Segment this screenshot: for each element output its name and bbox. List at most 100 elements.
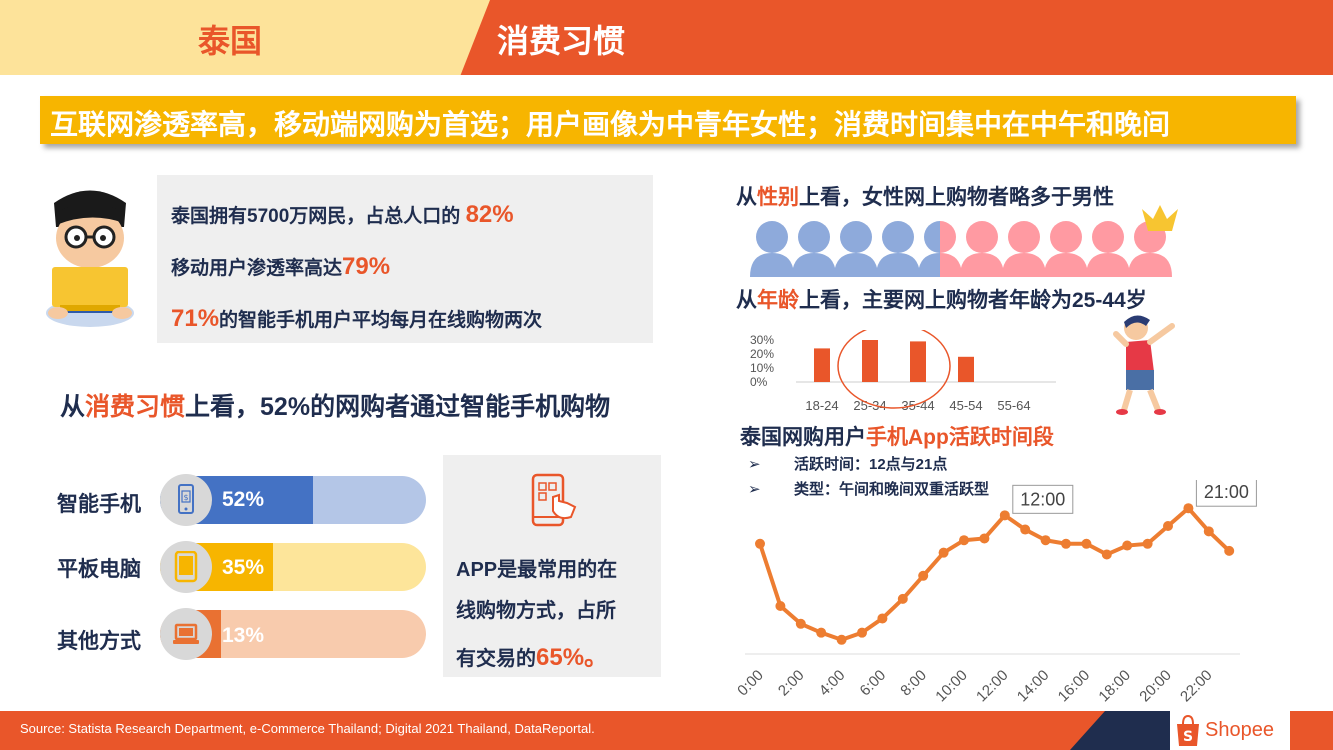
gender-people-icons (750, 205, 1178, 277)
active-point (1163, 521, 1173, 531)
time-x-tick: 12:00 (973, 667, 1012, 706)
active-line (758, 506, 1231, 642)
active-point (795, 618, 806, 629)
summary-banner: 互联网渗透率高，移动端网购为首选；用户画像为中青年女性；消费时间集中在中午和晚间 (40, 96, 1296, 144)
person-body (1086, 253, 1130, 277)
tablet-icon-badge (160, 541, 212, 593)
tablet-icon (174, 551, 198, 583)
active-point (959, 535, 969, 546)
person-body (960, 253, 1004, 277)
active-point (775, 601, 786, 611)
person-head (840, 221, 872, 253)
crown-icon (1142, 205, 1178, 231)
age-x-tick: 45-54 (949, 398, 982, 413)
person-body (918, 253, 940, 277)
peak-label-box (1012, 484, 1074, 514)
age-x-tick: 25-34 (853, 398, 886, 413)
arrow-bullet-icon: ➢ (748, 456, 761, 473)
peak-label: 21:00 (1204, 482, 1249, 502)
time-x-tick: 16:00 (1055, 667, 1094, 706)
stat-smartphone-shopping-value: 71% (171, 305, 220, 332)
age-bar (958, 356, 974, 382)
device-pct-other: 13% (222, 624, 265, 647)
age-y-tick: 20% (750, 347, 774, 361)
age-x-tick: 35-44 (901, 398, 934, 413)
active-point (1224, 545, 1235, 556)
male-people-icons (750, 221, 940, 277)
active-point (857, 627, 867, 638)
device-label-tablet: 平板电脑 (57, 558, 141, 581)
source-citation: Source: Statista Research Department, e-… (20, 721, 595, 736)
header-country: 泰国 (198, 23, 263, 59)
person-head (882, 221, 914, 253)
time-x-tick: 4:00 (816, 667, 849, 700)
gender-title: 从性别上看，女性网上购物者略多于男性 (736, 186, 1114, 209)
person-body (792, 253, 836, 277)
summary-text: 互联网渗透率高，移动端网购为首选；用户画像为中青年女性；消费时间集中在中午和晚间 (50, 109, 1171, 140)
active-point (999, 510, 1010, 521)
habit-title: 从消费习惯上看，52%的网购者通过智能手机购物 (60, 393, 611, 421)
active-point (938, 547, 949, 558)
active-point (836, 634, 847, 645)
time-x-tick: 0:00 (735, 667, 767, 700)
age-bar (862, 340, 878, 382)
active-point (979, 533, 990, 544)
time-x-tick: 6:00 (857, 667, 890, 700)
person-head (940, 221, 956, 253)
active-point (1101, 549, 1112, 560)
header-topic: 消费习惯 (497, 23, 626, 59)
laptop-icon (173, 623, 199, 644)
highlight-circle (837, 330, 951, 409)
active-point (1183, 503, 1194, 514)
app-line-3: 有交易的65%。 (456, 644, 609, 671)
time-x-tick: 18:00 (1095, 667, 1134, 706)
active-point (1122, 540, 1133, 551)
svg-text:$: $ (183, 493, 188, 502)
age-x-tick: 55-64 (997, 398, 1030, 413)
internet-stats-box: 泰国拥有5700万网民，占总人口的 82% 移动用户渗透率高达79% 71%的智… (157, 175, 653, 343)
age-y-tick: 10% (750, 361, 774, 375)
active-point (755, 538, 765, 549)
active-point (1040, 535, 1051, 546)
touch-phone-icon (531, 473, 577, 527)
person-head (1050, 221, 1082, 253)
peak-label: 12:00 (1020, 489, 1065, 509)
time-x-tick: 22:00 (1177, 667, 1216, 706)
active-point (1061, 538, 1071, 549)
device-pct-tablet: 35% (222, 556, 265, 579)
time-x-tick: 8:00 (897, 667, 930, 700)
laptop-icon-badge (160, 608, 212, 660)
shopee-logo-text: Shopee (1205, 719, 1274, 741)
stat-internet-users-value: 82% (465, 201, 514, 228)
smartphone-icon-badge: $ (160, 474, 212, 526)
person-body (834, 253, 878, 277)
stat-mobile-penetration-value: 79% (342, 253, 391, 280)
active-time-title: 泰国网购用户手机App活跃时间段 (740, 426, 1054, 449)
stat-smartphone-shopping: 71%的智能手机用户平均每月在线购物两次 (171, 305, 543, 332)
person-body (750, 253, 794, 277)
app-line-1: APP是最常用的在 (456, 559, 618, 581)
header-country-panel (0, 0, 490, 75)
device-pct-smartphone: 52% (222, 488, 265, 511)
female-people-icons (940, 221, 1172, 277)
active-point (1020, 524, 1031, 535)
age-bar-chart: 30%20%10%0% 18-24 25-34 35-44 45-54 55-64 (750, 330, 1056, 413)
age-x-tick: 18-24 (805, 398, 838, 413)
person-head (1008, 221, 1040, 253)
time-x-tick: 20:00 (1136, 667, 1175, 706)
device-label-smartphone: 智能手机 (57, 493, 141, 516)
smartphone-icon: $ (178, 484, 194, 514)
person-head (966, 221, 998, 253)
person-head (756, 221, 788, 253)
active-time-line-chart: 0:00 2:00 4:00 6:00 8:00 10:00 12:00 14:00 16:00… (735, 480, 1257, 706)
active-point (918, 570, 929, 581)
app-share-value: 65%。 (536, 644, 609, 671)
stat-mobile-penetration: 移动用户渗透率高达79% (171, 253, 391, 280)
person-head (924, 221, 940, 253)
svg-text:S: S (1183, 729, 1193, 745)
app-line-2: 线购物方式，占所 (456, 600, 616, 622)
person-body (1002, 253, 1046, 277)
active-point (1081, 538, 1092, 549)
time-x-tick: 10:00 (932, 667, 971, 706)
person-body (1044, 253, 1088, 277)
